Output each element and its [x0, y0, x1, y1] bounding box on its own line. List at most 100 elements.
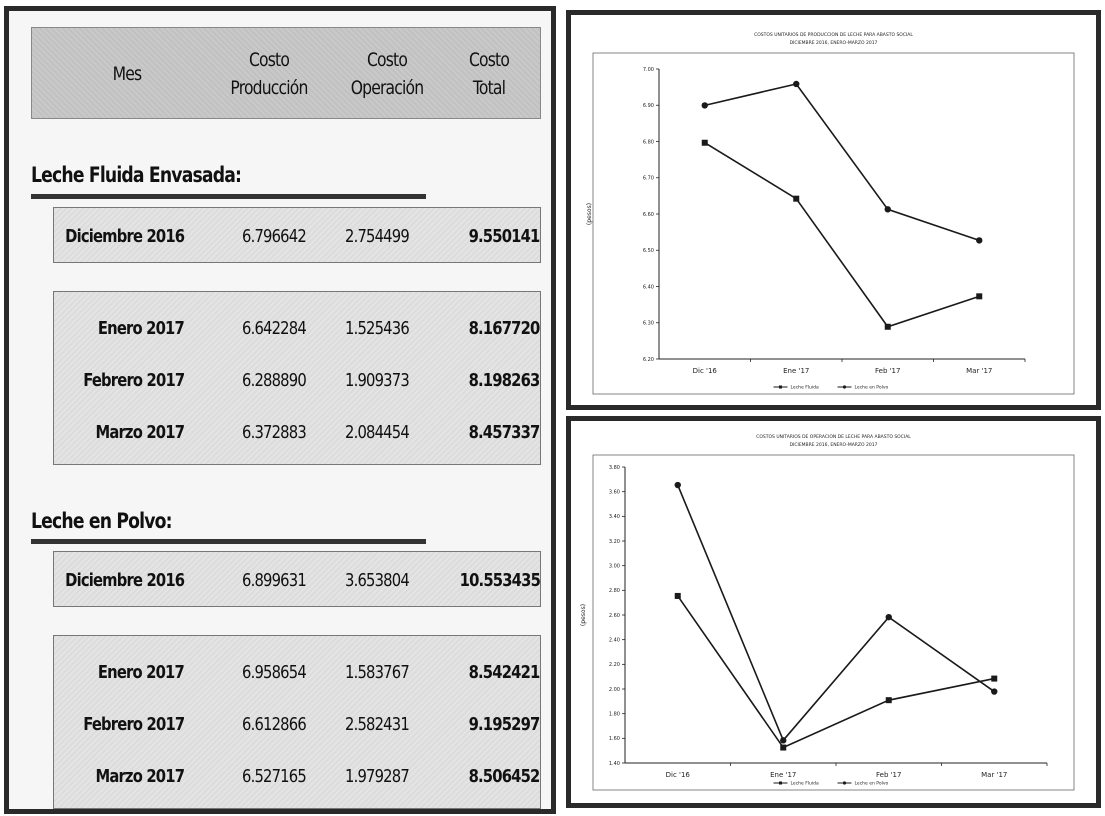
row-group: Enero 2017 6.958654 1.583767 8.542421 Fe… [53, 635, 541, 809]
cell-produccion: 6.958654 [242, 661, 307, 683]
data-point-square [884, 323, 891, 330]
chart-produccion-svg: COSTOS UNITARIOS DE PRODUCCION DE LECHE … [586, 32, 1075, 395]
cell-produccion: 6.612866 [242, 713, 307, 735]
legend-marker-square [779, 385, 782, 389]
data-point-circle [884, 206, 891, 213]
x-tick-label: Feb '17 [875, 367, 900, 375]
section-title-leche-fluida: Leche Fluida Envasada: [31, 163, 242, 187]
series-line-2 [704, 83, 980, 242]
section-title-leche-polvo: Leche en Polvo: [31, 509, 173, 533]
y-tick-label: 6.90 [643, 103, 654, 109]
header-costo-produccion: Costo Producción [216, 28, 323, 120]
header-mes: Mes [74, 28, 181, 120]
legend-entry: Leche en Polvo [855, 385, 889, 391]
cell-operacion: 2.582431 [345, 713, 410, 735]
y-tick-label: 2.60 [609, 613, 620, 619]
data-point-circle [885, 613, 892, 621]
y-tick-label: 6.30 [643, 321, 654, 327]
x-tick-label: Ene '17 [783, 367, 809, 375]
row-group: Diciembre 2016 6.899631 3.653804 10.5534… [53, 551, 541, 607]
y-tick-label: 1.80 [609, 711, 620, 717]
data-point-circle [991, 688, 998, 695]
y-tick-label: 3.60 [609, 489, 620, 495]
data-point-square [701, 139, 708, 146]
cell-produccion: 6.642284 [242, 317, 307, 339]
chart-costo-produccion: COSTOS UNITARIOS DE PRODUCCION DE LECHE … [566, 10, 1101, 410]
table-row: Febrero 2017 6.288890 1.909373 8.198263 [54, 360, 542, 400]
data-point-square [793, 195, 800, 202]
data-point-circle [780, 737, 787, 744]
data-point-circle [976, 237, 983, 244]
header-costo-operacion: Costo Operación [334, 28, 441, 120]
plot-frame [592, 52, 1075, 395]
y-tick-label: 2.20 [609, 662, 620, 668]
y-tick-label: 7.00 [643, 67, 654, 73]
table-row: Enero 2017 6.642284 1.525436 8.167720 [54, 308, 542, 348]
y-tick-label: 6.50 [643, 248, 654, 254]
x-tick-label: Mar '17 [981, 771, 1007, 779]
cell-produccion: 6.899631 [242, 569, 307, 591]
cell-mes: Enero 2017 [97, 317, 185, 339]
cell-operacion: 1.583767 [345, 661, 410, 683]
header-produccion-line1: Costo [248, 49, 290, 71]
series-line-1 [704, 142, 980, 328]
header-total-line2: Total [472, 77, 506, 99]
y-tick-label: 1.40 [609, 761, 620, 767]
legend-entry: Leche en Polvo [855, 781, 889, 787]
chart-operacion-svg: COSTOS UNITARIOS DE OPERACION DE LECHE P… [580, 434, 1075, 791]
y-tick-label: 6.70 [643, 176, 654, 182]
series-line-1 [677, 595, 995, 749]
table-row: Diciembre 2016 6.796642 2.754499 9.55014… [54, 216, 542, 256]
cell-produccion: 6.288890 [242, 369, 307, 391]
cell-operacion: 1.525436 [345, 317, 410, 339]
chart-title: DICIEMBRE 2016, ENERO-MARZO 2017 [790, 442, 878, 448]
cell-operacion: 2.754499 [345, 225, 410, 247]
cell-produccion: 6.527165 [242, 765, 307, 787]
header-operacion-line1: Costo [366, 49, 408, 71]
data-point-circle [793, 80, 800, 88]
y-tick-label: 3.80 [609, 465, 620, 471]
cell-mes: Febrero 2017 [82, 369, 185, 391]
x-tick-label: Dic '16 [666, 771, 691, 779]
section-divider [31, 194, 426, 199]
row-group: Enero 2017 6.642284 1.525436 8.167720 Fe… [53, 291, 541, 465]
x-tick-label: Ene '17 [770, 771, 796, 779]
y-tick-label: 6.20 [643, 357, 654, 363]
y-tick-label: 6.60 [643, 212, 654, 218]
cost-table-panel: Mes Costo Producción Costo Operación Cos… [4, 6, 556, 814]
y-tick-label: 3.20 [609, 539, 620, 545]
cell-mes: Enero 2017 [97, 661, 185, 683]
data-point-circle [701, 102, 708, 109]
plot-frame [592, 454, 1075, 791]
legend-entry: Leche Fluida [791, 385, 820, 391]
cell-total: 9.195297 [469, 713, 541, 735]
cell-total: 8.542421 [469, 661, 541, 683]
legend-marker-circle [842, 781, 847, 785]
cell-total: 8.506452 [469, 765, 541, 787]
data-point-circle [674, 481, 681, 489]
cell-mes: Diciembre 2016 [64, 225, 185, 247]
cell-mes: Marzo 2017 [95, 765, 185, 787]
cell-mes: Diciembre 2016 [64, 569, 185, 591]
header-mes-label: Mes [112, 63, 143, 85]
data-point-square [991, 675, 998, 682]
legend-marker-square [779, 781, 782, 785]
y-tick-label: 1.60 [609, 736, 620, 742]
table-row: Enero 2017 6.958654 1.583767 8.542421 [54, 652, 542, 692]
table-row: Marzo 2017 6.527165 1.979287 8.506452 [54, 756, 542, 796]
cell-produccion: 6.372883 [242, 421, 307, 443]
header-operacion-line2: Operación [350, 77, 424, 99]
cell-total: 8.167720 [469, 317, 541, 339]
x-tick-label: Mar '17 [966, 367, 992, 375]
cell-total: 9.550141 [469, 225, 541, 247]
data-point-square [674, 592, 681, 599]
data-point-square [780, 744, 787, 751]
cell-mes: Marzo 2017 [95, 421, 185, 443]
y-tick-label: 2.40 [609, 637, 620, 643]
table-row: Marzo 2017 6.372883 2.084454 8.457337 [54, 412, 542, 452]
cell-total: 8.457337 [469, 421, 541, 443]
table-row: Febrero 2017 6.612866 2.582431 9.195297 [54, 704, 542, 744]
cell-operacion: 1.979287 [345, 765, 410, 787]
header-total-line1: Costo [468, 49, 510, 71]
y-axis-label: (pesos) [586, 203, 593, 225]
